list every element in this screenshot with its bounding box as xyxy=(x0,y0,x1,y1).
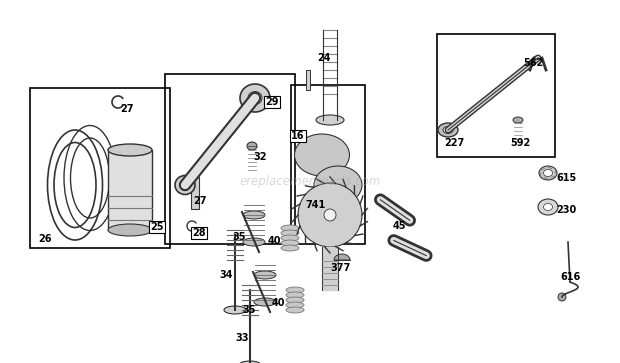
Ellipse shape xyxy=(286,292,304,298)
Ellipse shape xyxy=(243,238,265,246)
Polygon shape xyxy=(334,254,350,260)
Text: 377: 377 xyxy=(330,263,350,273)
Ellipse shape xyxy=(539,166,557,180)
Ellipse shape xyxy=(239,361,261,363)
Ellipse shape xyxy=(324,209,336,221)
Bar xyxy=(165,74,295,244)
Ellipse shape xyxy=(558,293,566,301)
Ellipse shape xyxy=(281,225,299,231)
Text: ereplacementparts.com: ereplacementparts.com xyxy=(239,175,381,188)
Ellipse shape xyxy=(254,298,276,306)
Ellipse shape xyxy=(281,235,299,241)
Ellipse shape xyxy=(224,306,246,314)
Text: 741: 741 xyxy=(305,200,326,210)
Ellipse shape xyxy=(175,175,195,195)
Ellipse shape xyxy=(108,224,152,236)
Ellipse shape xyxy=(316,115,344,125)
Ellipse shape xyxy=(538,199,558,215)
Ellipse shape xyxy=(108,144,152,156)
Ellipse shape xyxy=(286,297,304,303)
Ellipse shape xyxy=(240,84,270,112)
Text: 616: 616 xyxy=(560,272,580,282)
Ellipse shape xyxy=(314,166,362,204)
Ellipse shape xyxy=(438,123,458,137)
Ellipse shape xyxy=(286,287,304,293)
Ellipse shape xyxy=(513,117,523,123)
Ellipse shape xyxy=(294,134,350,176)
Ellipse shape xyxy=(281,230,299,236)
Bar xyxy=(108,150,152,230)
Text: 230: 230 xyxy=(556,205,576,215)
Ellipse shape xyxy=(544,204,552,211)
Text: 32: 32 xyxy=(253,152,267,162)
Text: 615: 615 xyxy=(556,173,576,183)
Bar xyxy=(306,70,310,90)
Ellipse shape xyxy=(298,183,362,247)
Ellipse shape xyxy=(544,170,552,176)
Bar xyxy=(437,34,555,157)
Bar xyxy=(291,85,365,244)
Ellipse shape xyxy=(180,180,190,189)
Text: 40: 40 xyxy=(268,236,281,246)
Ellipse shape xyxy=(286,302,304,308)
Ellipse shape xyxy=(281,240,299,246)
Text: 28: 28 xyxy=(192,228,206,238)
Text: 26: 26 xyxy=(38,234,51,244)
Ellipse shape xyxy=(248,91,262,105)
Ellipse shape xyxy=(254,271,276,279)
Text: 227: 227 xyxy=(444,138,464,148)
Text: 40: 40 xyxy=(272,298,285,308)
Text: 24: 24 xyxy=(317,53,330,63)
Ellipse shape xyxy=(286,307,304,313)
Text: 27: 27 xyxy=(193,196,206,206)
Ellipse shape xyxy=(281,245,299,251)
Text: 35: 35 xyxy=(242,305,255,315)
Ellipse shape xyxy=(443,126,453,134)
Text: 25: 25 xyxy=(150,222,164,232)
Text: 562: 562 xyxy=(523,58,543,68)
Text: 35: 35 xyxy=(232,232,246,242)
Text: 27: 27 xyxy=(120,104,133,114)
Ellipse shape xyxy=(243,211,265,219)
Bar xyxy=(30,88,170,248)
Ellipse shape xyxy=(191,175,199,179)
Text: 45: 45 xyxy=(393,221,407,231)
Text: 34: 34 xyxy=(219,270,232,280)
Text: 29: 29 xyxy=(265,97,278,107)
Text: 16: 16 xyxy=(291,131,304,141)
Text: 592: 592 xyxy=(510,138,530,148)
Bar xyxy=(191,177,199,209)
Ellipse shape xyxy=(247,142,257,150)
Text: 33: 33 xyxy=(235,333,249,343)
